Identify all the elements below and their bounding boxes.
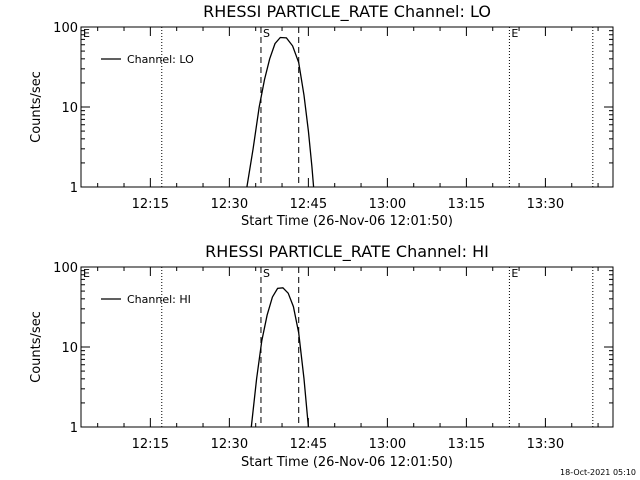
x-tick-label: 12:30 bbox=[211, 437, 248, 452]
series-line bbox=[250, 287, 310, 428]
marker-label: S bbox=[263, 27, 270, 40]
x-tick-label: 13:15 bbox=[448, 437, 485, 452]
marker-label: E bbox=[83, 27, 90, 40]
legend-label: Channel: HI bbox=[127, 293, 191, 306]
footer-timestamp: 18-Oct-2021 05:10 bbox=[560, 468, 636, 477]
x-tick-label: 12:15 bbox=[132, 437, 169, 452]
chart-panel-hi: RHESSI PARTICLE_RATE Channel: HI 1 10 100 Co… bbox=[29, 242, 614, 470]
x-tick-label: 13:30 bbox=[527, 437, 564, 452]
x-tick-label: 12:30 bbox=[211, 197, 248, 212]
marker-label: E bbox=[511, 27, 518, 40]
x-tick-label: 13:30 bbox=[527, 197, 564, 212]
marker-label: E bbox=[511, 267, 518, 280]
x-tick-label: 13:00 bbox=[369, 437, 406, 452]
chart-title: RHESSI PARTICLE_RATE Channel: HI bbox=[205, 242, 489, 262]
y-tick-label: 10 bbox=[61, 101, 78, 116]
y-tick-label: 1 bbox=[70, 421, 78, 436]
x-tick-label: 13:15 bbox=[448, 197, 485, 212]
y-tick-label: 100 bbox=[53, 261, 78, 276]
plot-frame bbox=[80, 266, 614, 428]
x-axis-label: Start Time (26-Nov-06 12:01:50) bbox=[241, 455, 453, 470]
y-tick-label: 100 bbox=[53, 21, 78, 36]
x-tick-label: 13:00 bbox=[369, 197, 406, 212]
chart-panel-lo: RHESSI PARTICLE_RATE Channel: LO 1 10 100 Co… bbox=[29, 2, 614, 229]
x-axis-label: Start Time (26-Nov-06 12:01:50) bbox=[241, 214, 453, 229]
marker-label: E bbox=[83, 267, 90, 280]
plot-frame bbox=[80, 26, 614, 188]
y-axis-label: Counts/sec bbox=[29, 71, 44, 143]
y-tick-label: 10 bbox=[61, 341, 78, 356]
legend-label: Channel: LO bbox=[127, 53, 194, 66]
marker-label: S bbox=[263, 267, 270, 280]
x-tick-label: 12:15 bbox=[132, 197, 169, 212]
y-axis-label: Counts/sec bbox=[29, 311, 44, 383]
x-tick-label: 12:45 bbox=[290, 437, 327, 452]
y-tick-label: 1 bbox=[70, 181, 78, 196]
series-line bbox=[246, 36, 315, 188]
chart-title: RHESSI PARTICLE_RATE Channel: LO bbox=[203, 2, 491, 22]
x-tick-label: 12:45 bbox=[290, 197, 327, 212]
